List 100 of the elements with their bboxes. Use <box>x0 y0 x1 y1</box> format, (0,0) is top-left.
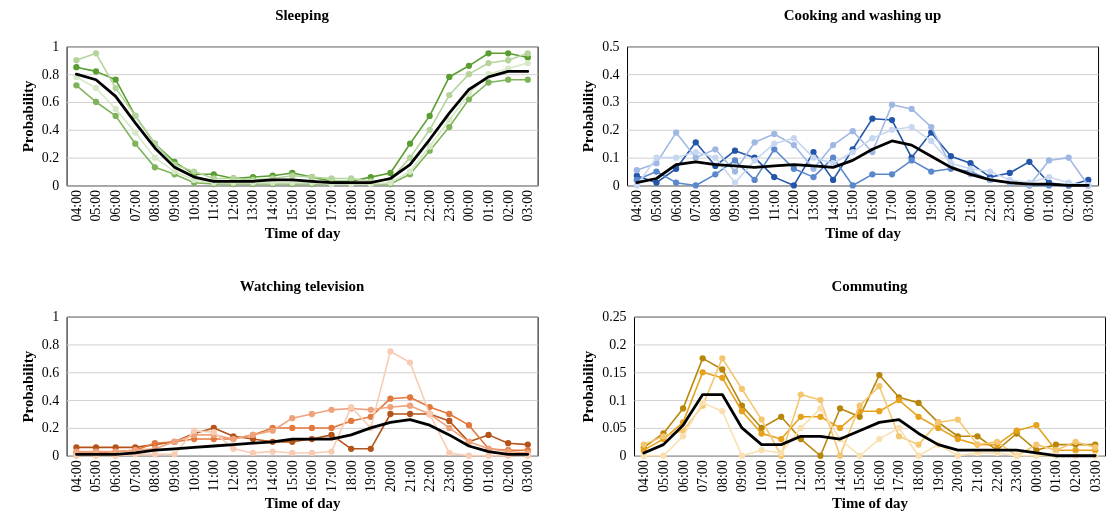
x-tick-label: 20:00 <box>950 460 966 492</box>
y-tick-label: 0.2 <box>41 420 60 436</box>
x-tick-label: 11:00 <box>206 189 222 222</box>
x-tick-label: 23:00 <box>441 189 457 222</box>
x-tick-label: 12:00 <box>225 189 241 222</box>
x-tick-label: 11:00 <box>773 460 789 492</box>
y-tick-label: 0.1 <box>609 392 627 408</box>
x-tick-label: 13:00 <box>812 460 828 492</box>
y-tick-label: 0.6 <box>41 94 60 110</box>
x-tick-label: 08:00 <box>714 460 730 492</box>
x-tick-label: 00:00 <box>461 189 477 222</box>
y-tick-label: 0 <box>52 448 60 464</box>
y-tick-label: 0.5 <box>602 38 620 54</box>
x-tick-label: 08:00 <box>147 189 163 222</box>
x-tick-label: 06:00 <box>668 189 684 222</box>
x-tick-label: 08:00 <box>707 189 723 222</box>
x-tick-label: 01:00 <box>1041 189 1057 222</box>
x-axis-title: Time of day <box>825 224 902 241</box>
x-axis-title: Time of day <box>264 494 342 511</box>
y-tick-label: 0 <box>619 448 627 464</box>
x-tick-label: 23:00 <box>1002 189 1018 222</box>
chart-title: Watching television <box>239 277 366 294</box>
y-tick-label: 0.05 <box>602 420 627 436</box>
x-tick-label: 06:00 <box>108 189 124 222</box>
y-tick-label: 0.2 <box>41 150 60 166</box>
x-tick-label: 13:00 <box>805 189 821 222</box>
x-tick-label: 11:00 <box>766 189 782 222</box>
chart-title: Commuting <box>831 277 909 294</box>
x-tick-label: 15:00 <box>284 189 300 222</box>
x-tick-label: 02:00 <box>1068 460 1084 492</box>
x-tick-label: 18:00 <box>904 189 920 222</box>
x-tick-label: 20:00 <box>382 460 398 492</box>
x-tick-label: 03:00 <box>1087 460 1103 492</box>
x-tick-label: 04:00 <box>629 189 645 222</box>
x-tick-label: 05:00 <box>648 189 664 222</box>
x-tick-label: 00:00 <box>1028 460 1044 492</box>
x-tick-label: 05:00 <box>655 460 671 492</box>
x-tick-label: 06:00 <box>675 460 691 492</box>
x-tick-label: 09:00 <box>166 460 182 492</box>
x-tick-label: 05:00 <box>88 460 104 492</box>
x-tick-label: 07:00 <box>127 189 143 222</box>
x-tick-label: 12:00 <box>786 189 802 222</box>
y-tick-label: 0.1 <box>602 150 620 166</box>
y-tick-label: 0.4 <box>602 66 620 82</box>
x-tick-label: 20:00 <box>382 189 398 222</box>
chart-title: Sleeping <box>275 7 330 24</box>
x-tick-label: 16:00 <box>864 189 880 222</box>
x-tick-label: 23:00 <box>441 460 457 492</box>
x-tick-label: 06:00 <box>108 460 124 492</box>
y-tick-label: 0.25 <box>602 309 627 325</box>
y-tick-label: 1 <box>52 38 60 54</box>
x-tick-label: 21:00 <box>962 189 978 222</box>
x-tick-label: 14:00 <box>265 460 281 492</box>
x-tick-label: 07:00 <box>688 189 704 222</box>
x-tick-label: 07:00 <box>695 460 711 492</box>
x-tick-label: 01:00 <box>481 460 497 492</box>
x-tick-label: 22:00 <box>422 460 438 492</box>
x-tick-label: 10:00 <box>747 189 763 222</box>
y-tick-label: 0.6 <box>41 364 60 380</box>
x-tick-label: 14:00 <box>825 189 841 222</box>
x-tick-label: 19:00 <box>363 460 379 492</box>
x-tick-label: 17:00 <box>884 189 900 222</box>
x-tick-label: 15:00 <box>845 189 861 222</box>
y-tick-label: 0.8 <box>41 66 60 82</box>
x-tick-label: 03:00 <box>520 460 536 492</box>
y-tick-label: 0.4 <box>41 122 60 138</box>
x-tick-label: 18:00 <box>911 460 927 492</box>
x-tick-label: 21:00 <box>969 460 985 492</box>
x-axis-title: Time of day <box>264 224 342 241</box>
x-tick-label: 02:00 <box>1061 189 1077 222</box>
y-axis-title: Probability <box>19 350 36 423</box>
x-tick-label: 10:00 <box>186 460 202 492</box>
x-tick-label: 20:00 <box>943 189 959 222</box>
x-tick-label: 14:00 <box>265 189 281 222</box>
y-tick-label: 0.8 <box>41 336 60 352</box>
x-tick-label: 22:00 <box>422 189 438 222</box>
y-tick-label: 0.3 <box>602 94 620 110</box>
x-tick-label: 10:00 <box>754 460 770 492</box>
x-tick-label: 02:00 <box>500 460 516 492</box>
x-tick-label: 05:00 <box>88 189 104 222</box>
x-tick-label: 12:00 <box>793 460 809 492</box>
x-tick-label: 08:00 <box>147 460 163 492</box>
x-tick-label: 21:00 <box>402 460 418 492</box>
x-tick-label: 03:00 <box>1080 189 1096 222</box>
x-tick-label: 14:00 <box>832 460 848 492</box>
x-tick-label: 16:00 <box>304 189 320 222</box>
x-tick-label: 07:00 <box>127 460 143 492</box>
x-tick-label: 16:00 <box>871 460 887 492</box>
chart-title: Cooking and washing up <box>783 7 942 24</box>
x-tick-label: 23:00 <box>1009 460 1025 492</box>
x-tick-label: 09:00 <box>734 460 750 492</box>
x-tick-label: 13:00 <box>245 189 261 222</box>
y-tick-label: 1 <box>52 309 60 325</box>
y-tick-label: 0.15 <box>602 364 627 380</box>
y-tick-label: 0 <box>612 177 620 193</box>
x-tick-label: 22:00 <box>989 460 1005 492</box>
x-tick-label: 02:00 <box>500 189 516 222</box>
x-tick-label: 04:00 <box>636 460 652 492</box>
y-axis-title: Probability <box>580 79 597 153</box>
x-tick-label: 01:00 <box>1048 460 1064 492</box>
